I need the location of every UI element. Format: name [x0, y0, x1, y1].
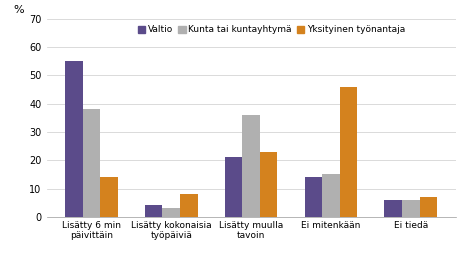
Bar: [260, 152, 278, 217]
Bar: [100, 177, 118, 217]
Bar: [402, 200, 419, 217]
Bar: [340, 87, 357, 217]
Bar: [322, 175, 340, 217]
Bar: [305, 177, 322, 217]
Text: %: %: [14, 5, 24, 15]
Bar: [419, 197, 437, 217]
Bar: [180, 194, 198, 217]
Bar: [83, 109, 100, 217]
Bar: [65, 61, 83, 217]
Bar: [242, 115, 260, 217]
Bar: [162, 208, 180, 217]
Bar: [225, 157, 242, 217]
Legend: Valtio, Kunta tai kuntayhtymä, Yksityinen työnantaja: Valtio, Kunta tai kuntayhtymä, Yksityine…: [138, 25, 405, 34]
Bar: [145, 205, 162, 217]
Bar: [385, 200, 402, 217]
